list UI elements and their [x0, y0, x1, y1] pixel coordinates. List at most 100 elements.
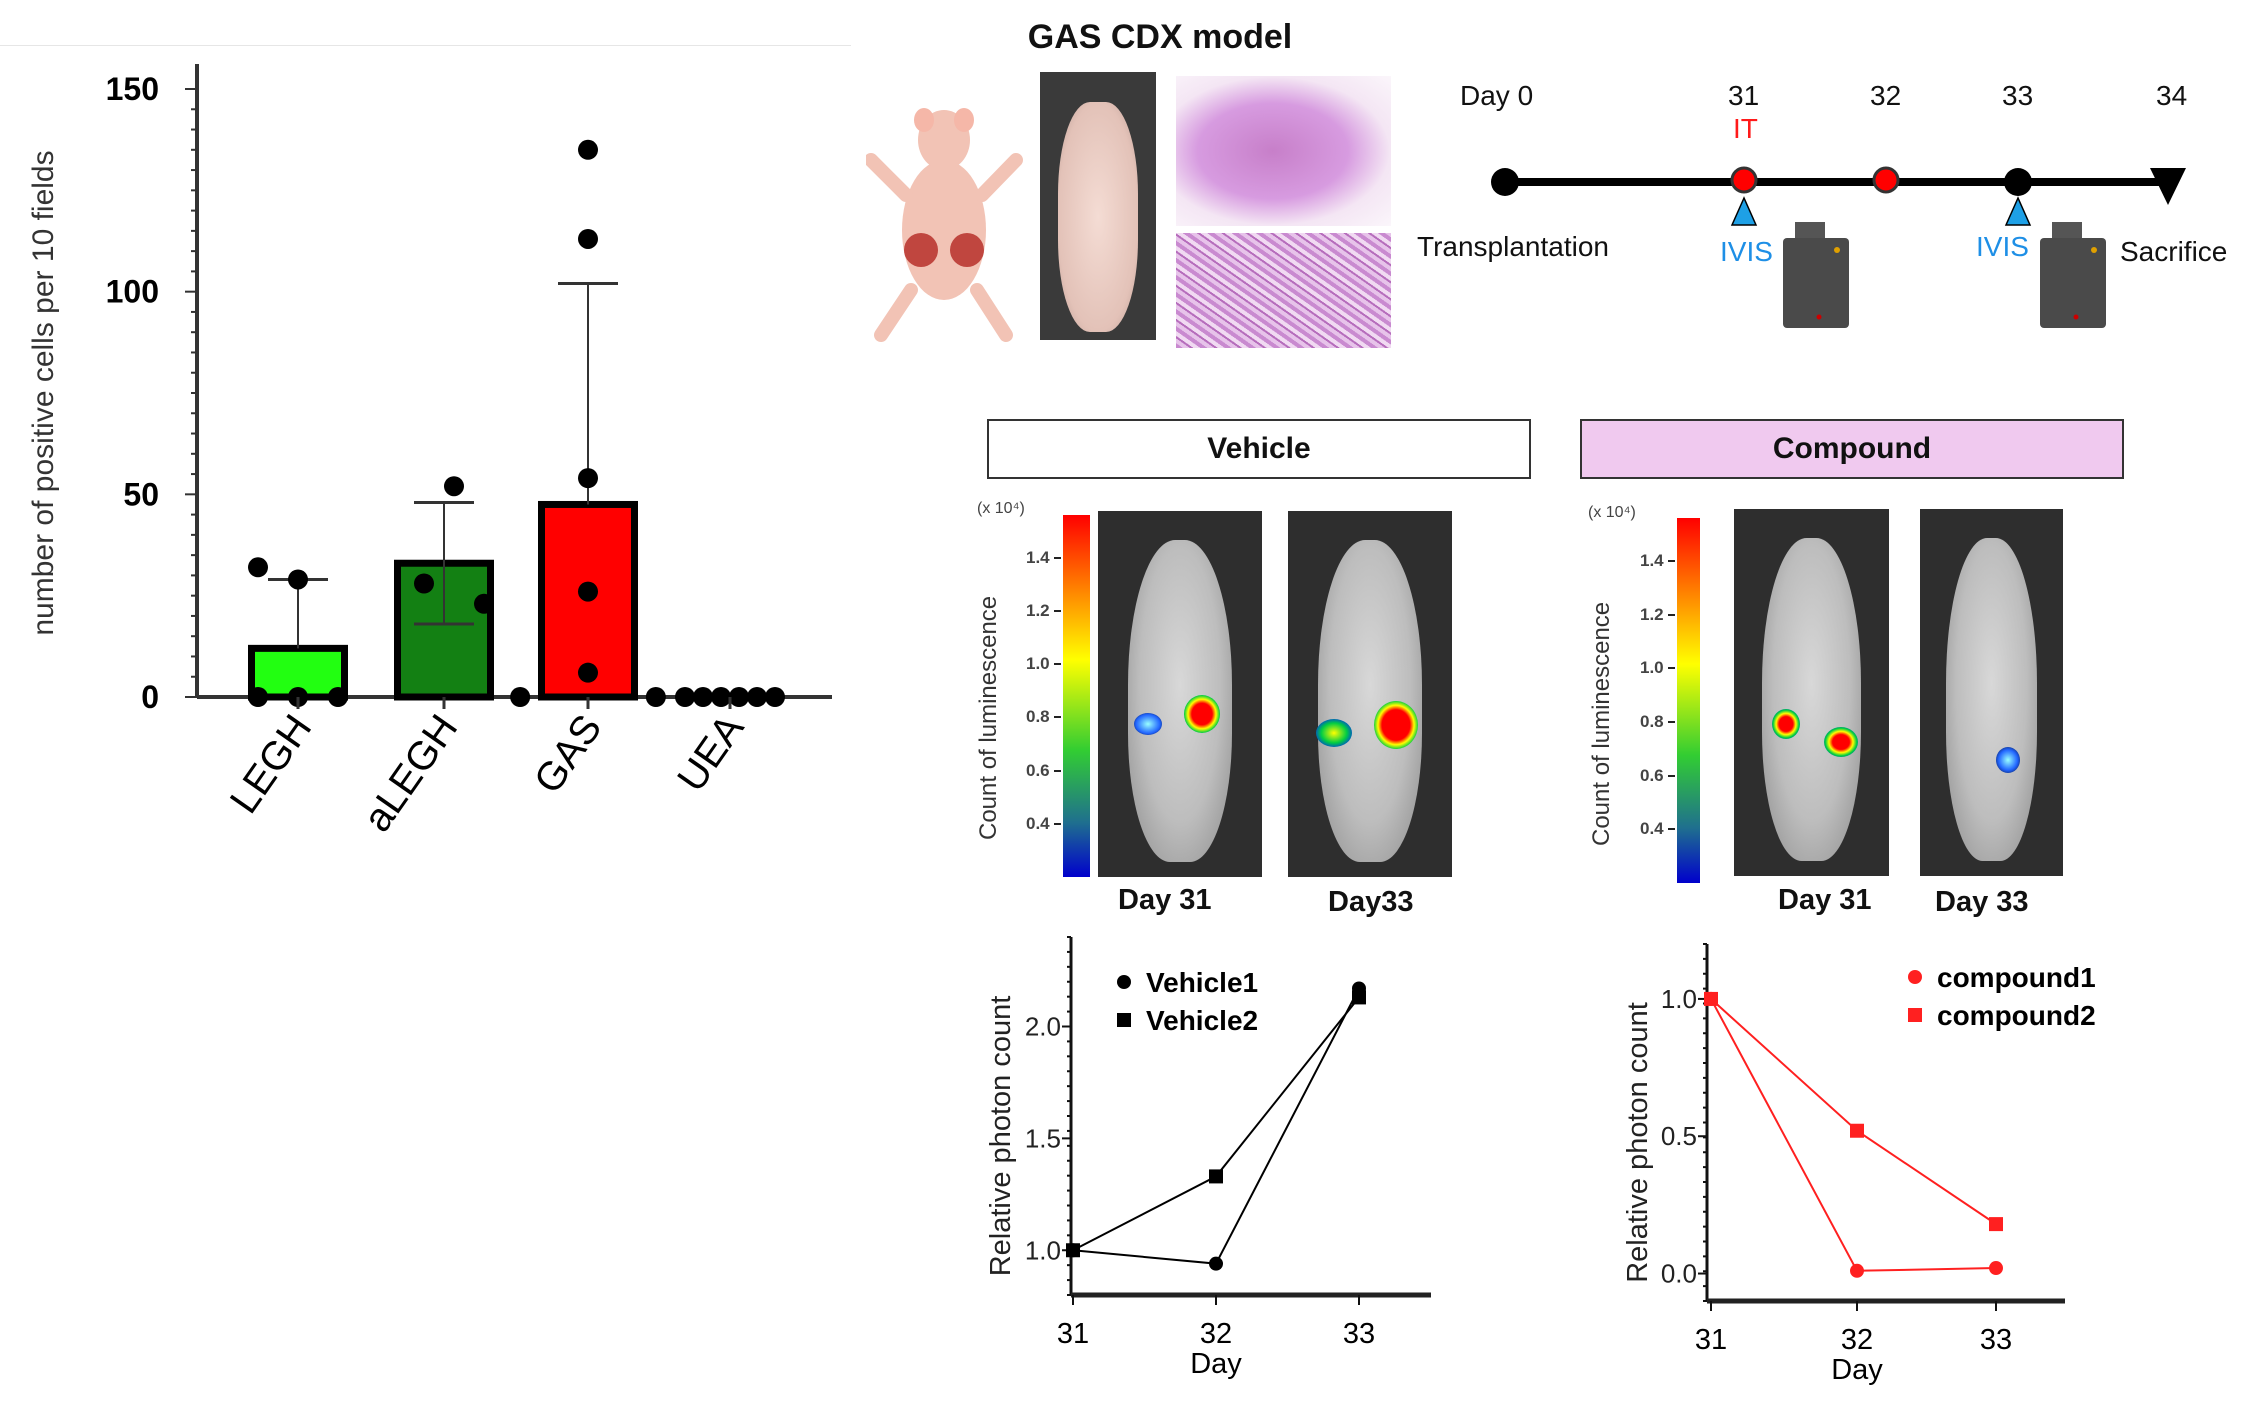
data-point	[675, 687, 695, 707]
data-point	[328, 687, 348, 707]
y-axis-label: Relative photon count	[985, 996, 1017, 1277]
data-point	[414, 573, 434, 594]
ivis-imager-icon	[2040, 222, 2106, 328]
timeline-imaging-label: IVIS	[1720, 236, 1773, 267]
timeline-day-31: 31	[1728, 80, 1760, 111]
timeline-imaging-label: IVIS	[1976, 231, 2029, 262]
x-tick-label: 33	[1343, 1318, 1375, 1350]
mouse-photo	[1040, 72, 1156, 340]
data-point	[1209, 1169, 1223, 1184]
data-point	[1989, 1261, 2003, 1276]
colorbar-tick-label: 1.2	[1640, 604, 1664, 624]
x-tick-label: 31	[1057, 1318, 1089, 1350]
vehicle-colorbar-unit: (x 10⁴)	[977, 500, 1025, 517]
data-point	[510, 687, 531, 707]
data-point	[1352, 990, 1366, 1005]
legend-label: Vehicle1	[1146, 967, 1258, 998]
y-tick-label: 1.0	[1661, 984, 1697, 1014]
colorbar-tick-label: 0.4	[1026, 813, 1050, 833]
colorbar-tick-label: 0.6	[1640, 765, 1664, 785]
sacrifice-triangle-icon	[2150, 168, 2186, 205]
compound-day31-image	[1734, 509, 1889, 876]
data-point	[765, 687, 785, 707]
colorbar-tick-label: 1.4	[1026, 547, 1050, 567]
y-tick-label: 0	[141, 679, 159, 715]
colorbar-tick	[1668, 720, 1675, 723]
x-tick-label: 32	[1200, 1318, 1232, 1350]
timeline-day-33: 33	[2002, 80, 2034, 111]
data-point	[693, 687, 713, 707]
data-point	[578, 228, 598, 249]
data-point	[248, 557, 268, 578]
compound-colorbar-unit: (x 10⁴)	[1588, 504, 1636, 521]
colorbar-tick-label: 0.8	[1640, 711, 1664, 731]
timeline-start-dot	[1491, 168, 1519, 196]
x-tick-label: LEGH	[222, 707, 321, 821]
colorbar-tick	[1054, 716, 1061, 719]
colorbar-tick-label: 1.0	[1640, 658, 1664, 678]
mouse-illustration	[866, 108, 1023, 342]
vehicle-image-label: Day 31	[1118, 884, 1212, 916]
y-axis-label: Relative photon count	[1622, 1002, 1654, 1283]
data-point	[474, 593, 494, 614]
legend-label: Vehicle2	[1146, 1005, 1258, 1036]
vehicle-day33-image	[1288, 511, 1452, 877]
y-tick-label: 0.0	[1661, 1259, 1697, 1289]
timeline-treatment-dot	[1872, 166, 1900, 194]
ivis-triangle-icon	[1730, 196, 1758, 226]
data-point	[747, 687, 767, 707]
data-point	[1704, 991, 1718, 1006]
x-axis-label: Day	[1190, 1348, 1242, 1380]
data-point	[578, 662, 598, 683]
colorbar-tick-label: 0.8	[1026, 707, 1050, 727]
colorbar-tick	[1668, 559, 1675, 562]
figure-title: GAS CDX model	[1027, 18, 1293, 56]
data-point	[1850, 1263, 1864, 1278]
y-tick-label: 2.0	[1025, 1012, 1061, 1042]
x-tick-label: GAS	[526, 707, 611, 801]
data-point	[444, 476, 464, 497]
legend-marker	[1117, 975, 1131, 989]
data-point	[711, 687, 731, 707]
histology-high-magnification	[1176, 233, 1391, 348]
colorbar-tick	[1668, 828, 1675, 831]
legend-label: compound2	[1937, 1000, 2096, 1031]
y-axis-label: number of positive cells per 10 fields	[27, 150, 60, 635]
timeline-imaging-dot	[2004, 168, 2032, 196]
y-tick-label: 150	[106, 71, 159, 107]
timeline-start-label: Transplantation	[1417, 231, 1609, 262]
timeline-axis	[1491, 166, 2186, 226]
y-tick-label: 1.5	[1025, 1123, 1061, 1153]
colorbar-tick-label: 1.0	[1026, 654, 1050, 674]
x-tick-label: 31	[1695, 1324, 1727, 1356]
data-point	[288, 569, 308, 590]
x-tick-label: 33	[1980, 1324, 2012, 1356]
timeline-day-0: Day 0	[1460, 80, 1534, 111]
timeline-end-label: Sacrifice	[2120, 236, 2228, 267]
x-axis-label: Day	[1831, 1354, 1883, 1386]
y-tick-label: 100	[106, 274, 159, 310]
colorbar-tick-label: 1.2	[1026, 600, 1050, 620]
timeline-treatment-label: IT	[1733, 113, 1758, 144]
colorbar-tick-label: 1.4	[1640, 550, 1664, 570]
x-tick-label: aLEGH	[355, 707, 466, 840]
colorbar-tick	[1668, 613, 1675, 616]
colorbar-tick	[1668, 667, 1675, 670]
compound-day33-image	[1920, 509, 2063, 876]
colorbar-tick-label: 0.6	[1026, 760, 1050, 780]
vehicle-colorbar	[1063, 515, 1090, 877]
legend-marker	[1908, 970, 1922, 984]
compound-image-label: Day 33	[1935, 886, 2029, 918]
colorbar-tick	[1054, 556, 1061, 559]
colorbar-tick	[1054, 769, 1061, 772]
colorbar-tick	[1054, 609, 1061, 612]
y-tick-label: 0.5	[1661, 1121, 1697, 1151]
data-point	[1209, 1256, 1223, 1271]
data-point	[578, 139, 598, 160]
top-divider	[0, 45, 851, 46]
ivis-triangle-icon	[2004, 196, 2032, 226]
data-point	[1066, 1243, 1080, 1258]
data-point	[729, 687, 749, 707]
timeline-day-32: 32	[1870, 80, 1902, 111]
